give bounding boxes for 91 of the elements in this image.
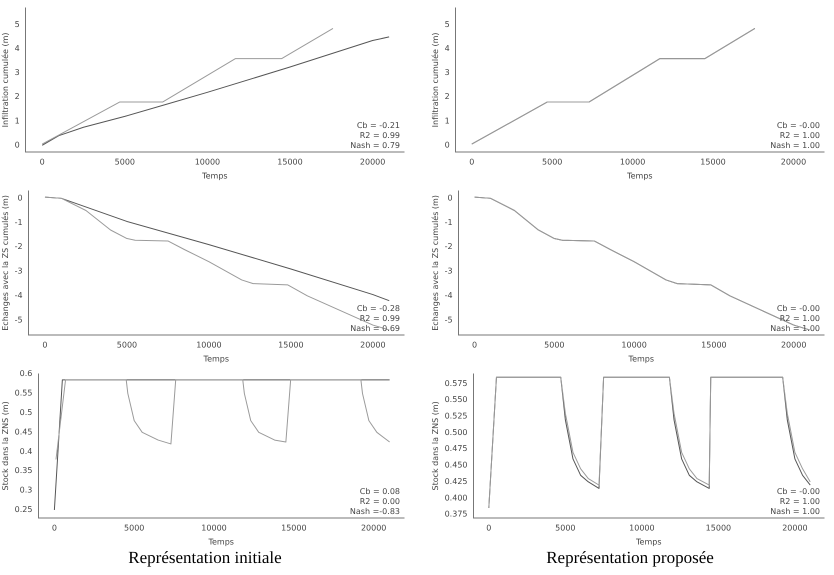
y-tick-label: -2 — [14, 242, 23, 252]
x-axis-title: Temps — [202, 354, 230, 364]
y-tick-label: 0 — [444, 140, 450, 150]
x-tick-label: 20000 — [360, 524, 386, 533]
x-tick-label: 10000 — [620, 158, 646, 167]
y-tick-label: -2 — [444, 242, 453, 252]
y-tick-label: 0.575 — [444, 378, 468, 388]
x-tick-label: 0 — [469, 158, 474, 167]
y-tick-label: 3 — [14, 68, 20, 78]
y-tick-label: 0.35 — [14, 466, 32, 476]
x-axis-title: Temps — [626, 171, 653, 180]
y-tick-label: 0.5 — [20, 408, 32, 417]
y-tick-label: 0.45 — [14, 427, 32, 436]
annotation: Cb = -0.00 R2 = 1.00 Nash = 1.00 — [770, 304, 820, 333]
x-tick-label: 15000 — [281, 524, 307, 533]
y-tick-label: -5 — [14, 315, 23, 324]
x-tick-label: 5000 — [114, 158, 135, 167]
y-tick-label: 1 — [444, 116, 450, 126]
y-axis-title: Infiltration cumulée (m) — [0, 32, 10, 128]
y-tick-label: -4 — [14, 290, 23, 300]
x-tick-label: 5000 — [542, 158, 562, 167]
y-tick-label: -1 — [14, 218, 23, 227]
y-tick-label: 0.550 — [444, 395, 468, 404]
y-tick-label: 0.450 — [444, 460, 468, 470]
annotation: Cb = -0.00 R2 = 1.00 Nash = 1.00 — [770, 486, 820, 516]
y-axis-title: Stock dans la ZNS (m) — [430, 401, 440, 491]
x-tick-label: 0 — [42, 340, 48, 350]
x-tick-label: 15000 — [277, 158, 303, 167]
x-axis-title: Temps — [201, 171, 228, 180]
text: Représentation proposée — [545, 548, 715, 568]
x-axis-title: Temps — [635, 537, 662, 546]
y-tick-label: -5 — [444, 315, 453, 324]
y-tick-label: 0 — [17, 193, 23, 202]
y-tick-label: 2 — [14, 92, 20, 102]
x-tick-label: 10000 — [194, 158, 220, 167]
x-tick-label: 20000 — [780, 158, 806, 167]
y-tick-label: -1 — [444, 218, 453, 227]
y-tick-label: 2 — [444, 92, 450, 102]
annotation: Cb = -0.21 R2 = 0.99 Nash = 0.79 — [350, 120, 400, 150]
x-tick-label: 10000 — [201, 524, 227, 533]
y-tick-label: 5 — [14, 20, 20, 29]
x-tick-label: 15000 — [701, 340, 727, 350]
y-tick-label: 0.525 — [444, 412, 468, 421]
y-tick-label: 1 — [14, 116, 20, 126]
y-tick-label: 4 — [14, 44, 20, 54]
x-tick-label: 15000 — [706, 524, 732, 533]
y-tick-label: 3 — [444, 68, 450, 78]
text: Représentation initiale — [127, 548, 283, 568]
x-tick-label: 0 — [40, 158, 45, 167]
y-tick-label: 0 — [447, 193, 453, 202]
y-tick-label: 0.375 — [444, 510, 468, 519]
y-tick-label: 0.6 — [20, 369, 32, 378]
x-axis-title: Temps — [628, 354, 654, 364]
x-tick-label: 0 — [52, 524, 57, 533]
x-tick-label: 5000 — [555, 524, 576, 533]
y-tick-label: -4 — [444, 290, 453, 300]
y-axis-title: Echanges avec la ZS cumulés (m) — [0, 195, 10, 331]
y-tick-label: 0.55 — [14, 388, 32, 398]
y-tick-label: -3 — [14, 266, 23, 276]
y-tick-label: -3 — [444, 266, 453, 276]
x-tick-label: 20000 — [782, 524, 808, 533]
annotation: Cb = -0.28 R2 = 0.99 Nash = 0.69 — [350, 304, 400, 333]
y-tick-label: 0.3 — [20, 486, 32, 495]
y-tick-label: 0 — [14, 140, 20, 150]
annotation: Cb = 0.08 R2 = 0.00 Nash =-0.83 — [350, 486, 400, 516]
x-tick-label: 5000 — [544, 340, 564, 350]
x-tick-label: 10000 — [629, 524, 655, 533]
x-tick-label: 20000 — [360, 158, 386, 167]
y-tick-label: 0.500 — [444, 428, 468, 437]
y-tick-label: 0.425 — [444, 476, 468, 486]
x-tick-label: 0 — [472, 340, 478, 350]
x-axis-title: Temps — [207, 537, 234, 546]
y-tick-label: 0.25 — [14, 505, 32, 514]
y-axis-title: Infiltration cumulée (m) — [430, 32, 440, 128]
y-tick-label: 0.4 — [20, 446, 32, 456]
x-tick-label: 10000 — [196, 340, 222, 350]
y-tick-label: 0.475 — [444, 444, 468, 454]
x-tick-label: 5000 — [116, 340, 138, 350]
y-tick-label: 5 — [444, 20, 450, 29]
y-axis-title: Stock dans la ZNS (m) — [0, 401, 10, 491]
x-tick-label: 10000 — [621, 340, 647, 350]
x-tick-label: 15000 — [700, 158, 726, 167]
x-tick-label: 0 — [486, 524, 492, 533]
x-tick-label: 20000 — [360, 340, 386, 350]
x-tick-label: 5000 — [124, 524, 144, 533]
y-axis-title: Echanges avec la ZS cumulés (m) — [430, 195, 440, 331]
x-tick-label: 15000 — [278, 340, 304, 350]
x-tick-label: 20000 — [780, 340, 806, 350]
y-tick-label: 4 — [444, 44, 450, 54]
annotation: Cb = -0.00 R2 = 1.00 Nash = 1.00 — [770, 120, 820, 150]
y-tick-label: 0.400 — [444, 493, 468, 502]
